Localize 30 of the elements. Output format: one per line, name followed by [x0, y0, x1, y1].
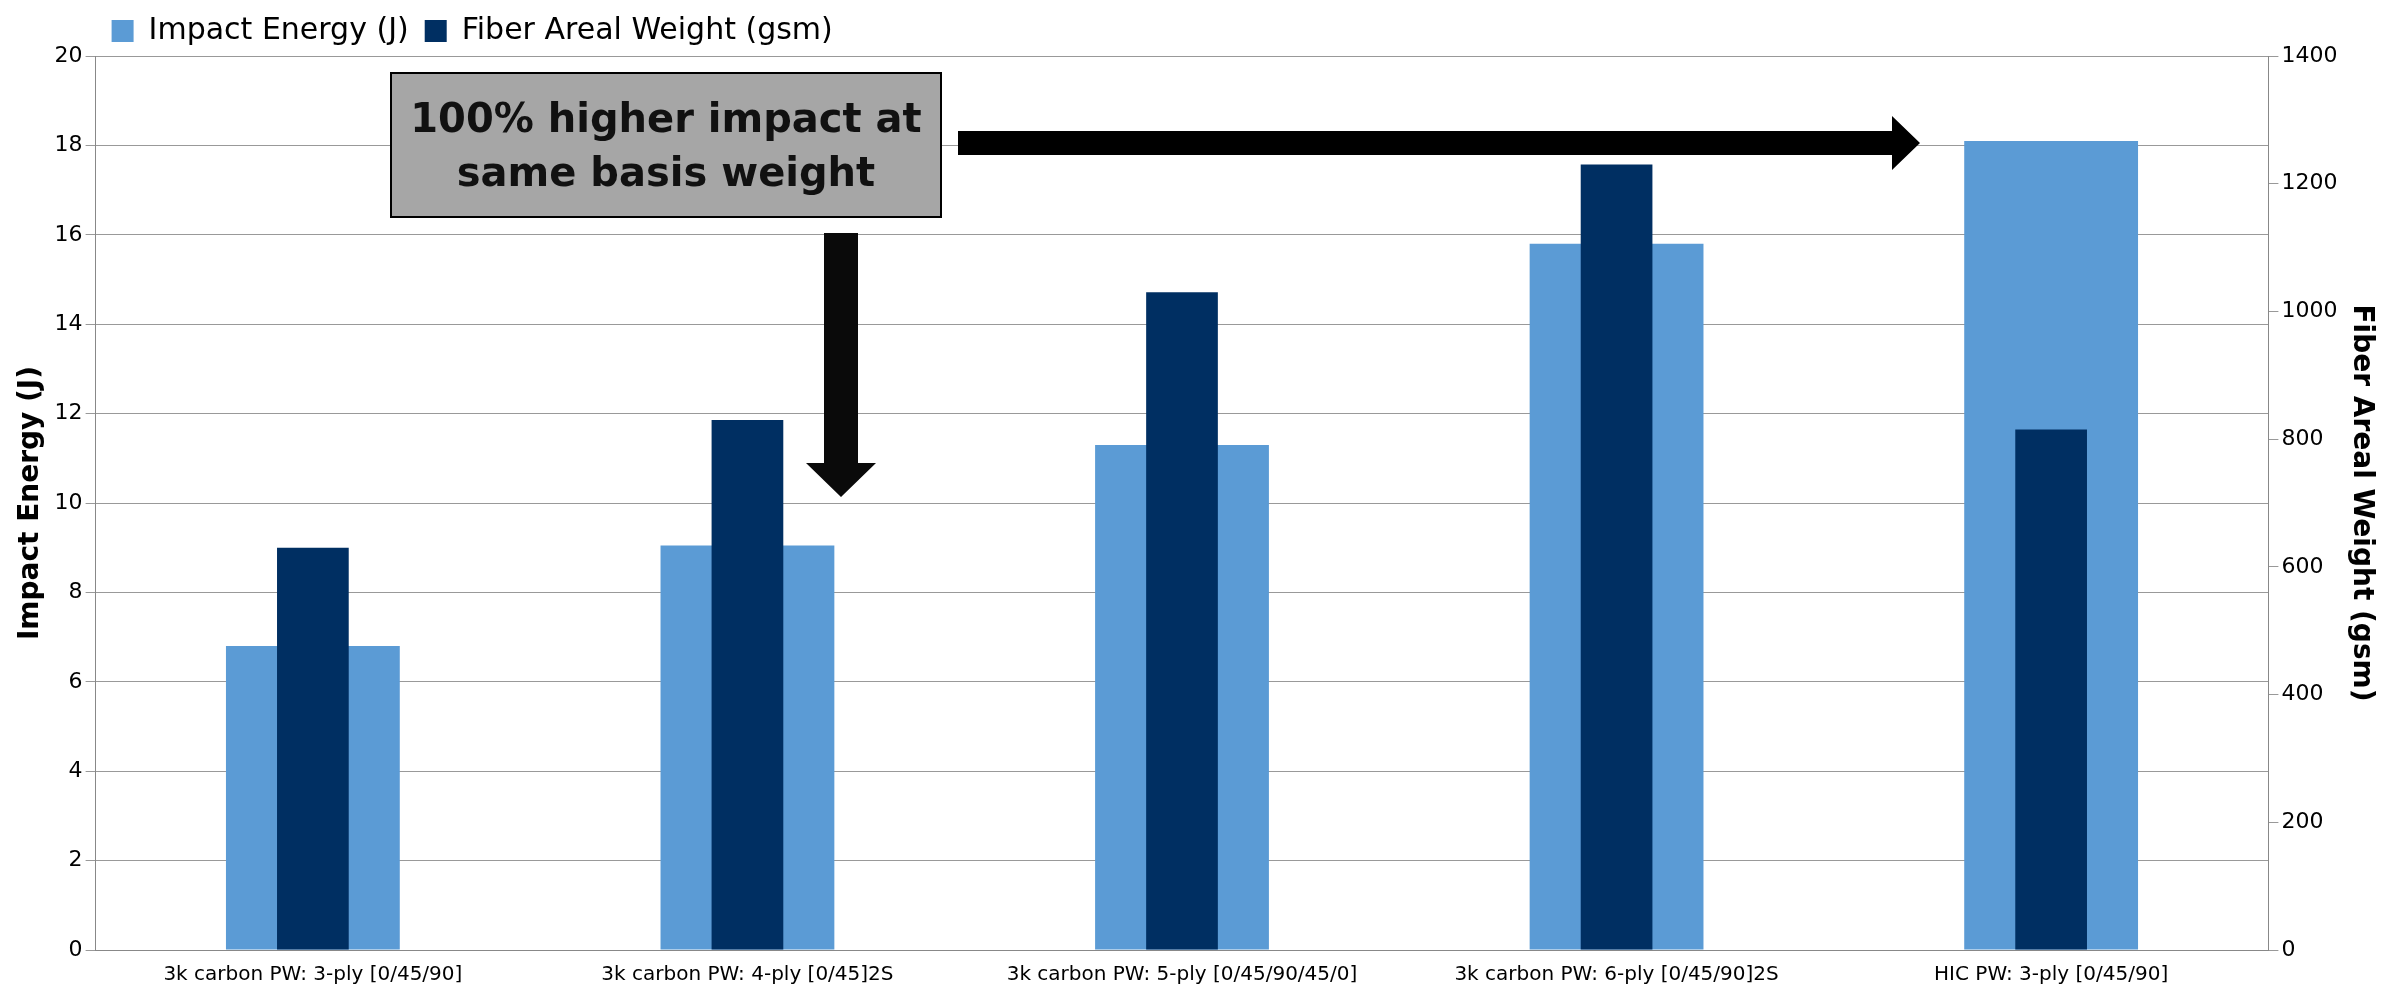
- y2-tick-label: 600: [2281, 552, 2324, 578]
- y2-tick-label: 200: [2281, 808, 2324, 833]
- y-tick-label: 20: [54, 41, 83, 67]
- x-tick-label: HIC PW: 3-ply [0/45/90]: [1934, 961, 2169, 986]
- y2-axis-title: Fiber Areal Weight (gsm): [2346, 304, 2380, 702]
- y2-tick-label: 800: [2281, 424, 2324, 450]
- y-tick-label: 10: [54, 488, 83, 514]
- y-tick-label: 18: [54, 131, 83, 157]
- y2-tick-label: 0: [2281, 935, 2296, 961]
- x-tick-label: 3k carbon PW: 6-ply [0/45/90]2S: [1454, 961, 1779, 986]
- y-tick-label: 12: [54, 399, 83, 425]
- annotation: 100% higher impact at same basis weight: [390, 72, 942, 218]
- y-tick-label: 8: [68, 578, 83, 604]
- x-tick-label: 3k carbon PW: 4-ply [0/45]2S: [601, 961, 894, 986]
- bar: [2015, 429, 2087, 950]
- y-tick-label: 2: [68, 846, 83, 872]
- y-tick-label: 14: [54, 309, 83, 335]
- y-tick-label: 0: [68, 935, 83, 961]
- y2-tick-label: 400: [2281, 680, 2324, 706]
- x-tick-label: 3k carbon PW: 3-ply [0/45/90]: [163, 961, 463, 986]
- legend-label: Fiber Areal Weight (gsm): [461, 10, 833, 46]
- legend-label: Impact Energy (J): [148, 10, 409, 46]
- y-tick-label: 6: [68, 667, 83, 693]
- y2-tick-label: 1200: [2281, 169, 2338, 195]
- y-axis-title: Impact Energy (J): [12, 365, 46, 641]
- y-tick-label: 16: [54, 220, 83, 246]
- y-tick-label: 4: [68, 756, 83, 782]
- x-tick-label: 3k carbon PW: 5-ply [0/45/90/45/0]: [1006, 961, 1358, 986]
- y2-tick-label: 1400: [2281, 41, 2338, 67]
- y2-tick-label: 1000: [2281, 297, 2338, 323]
